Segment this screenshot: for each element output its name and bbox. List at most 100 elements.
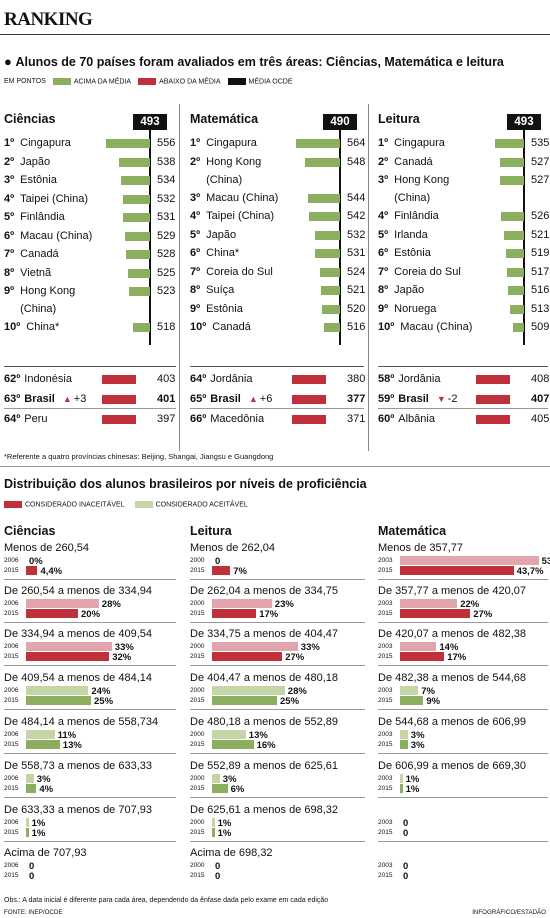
level-percent: 17% xyxy=(259,608,279,620)
rank-label: 6º xyxy=(4,229,15,242)
level-bar xyxy=(26,730,55,739)
ranking-row: 6º China* xyxy=(190,244,239,262)
bottom-separator xyxy=(4,366,176,367)
ocde-average-badge: 493 xyxy=(133,114,167,130)
level-label: De 558,73 a menos de 633,33 xyxy=(4,760,153,772)
level-percent: 0 xyxy=(29,860,35,872)
legend-swatch-acceptable xyxy=(134,501,153,508)
panel-title: Leitura xyxy=(378,112,420,126)
year-label: 2015 xyxy=(378,653,393,660)
ranking-panel-matemática: Matemática 490 1º Cingapura 564 2º Hong Kong (… xyxy=(190,104,366,451)
year-label: 2015 xyxy=(4,697,19,704)
level-label: De 633,33 a menos de 707,93 xyxy=(4,804,153,816)
score-bar xyxy=(500,157,524,167)
rank-label: 10º xyxy=(190,321,207,333)
level-bar xyxy=(400,566,514,575)
ranking-row-bottom: 58º Jordânia xyxy=(378,370,440,388)
level-label: De 262,04 a menos de 334,75 xyxy=(190,585,339,597)
rank-label: 8º xyxy=(4,266,15,279)
level-label: De 334,75 a menos de 404,47 xyxy=(190,628,339,640)
score-value: 531 xyxy=(157,211,176,223)
ocde-average-line xyxy=(149,130,151,345)
year-label: 2015 xyxy=(4,610,19,617)
rank-label: 5º xyxy=(4,211,15,223)
rank-label: 64º xyxy=(190,373,207,385)
level-label: De 334,94 a menos de 409,54 xyxy=(4,628,153,640)
bullet-icon: ● xyxy=(4,54,16,69)
score-value: 521 xyxy=(347,284,366,296)
ranking-row: 1º Cingapura xyxy=(378,134,445,152)
rank-label: 65º xyxy=(190,393,207,405)
legend-avg: MÉDIA OCDE xyxy=(227,78,293,85)
year-label: 2015 xyxy=(378,697,393,704)
level-bar xyxy=(26,642,112,651)
headline: ● Alunos de 70 países foram avaliados em… xyxy=(4,54,504,69)
score-bar xyxy=(132,323,150,332)
country-name: Hong Kong (China) xyxy=(206,155,262,186)
distribution-title: Distribuição dos alunos brasileiros por … xyxy=(4,477,367,491)
score-value: 520 xyxy=(347,302,366,315)
level-separator xyxy=(4,665,176,666)
level-bar xyxy=(400,686,419,695)
score-value: 519 xyxy=(531,247,550,259)
rank-label: 1º xyxy=(4,137,15,149)
rank-label: 3º xyxy=(4,174,15,186)
score-value: 408 xyxy=(531,373,550,385)
country-name: Vietnã xyxy=(20,266,52,279)
country-name: Jordânia xyxy=(398,373,441,385)
level-bar xyxy=(26,696,91,705)
legend-unacceptable-label: CONSIDERADO INACEITÁVEL xyxy=(25,501,125,509)
year-label: 2006 xyxy=(4,557,19,564)
level-bar xyxy=(26,774,34,783)
score-bar xyxy=(121,176,150,185)
year-label: 2003 xyxy=(378,775,393,782)
level-bar xyxy=(212,818,215,827)
country-name: Brasil xyxy=(24,393,55,405)
level-separator xyxy=(4,709,176,710)
level-separator xyxy=(378,841,548,842)
level-separator xyxy=(378,579,548,580)
level-label: De 606,99 a menos de 669,30 xyxy=(378,760,527,772)
ranking-row: 1º Cingapura xyxy=(4,134,71,152)
ranking-row-bottom: 60º Albânia xyxy=(378,410,435,428)
level-bar xyxy=(400,609,471,618)
rank-label: 2º xyxy=(190,155,201,168)
level-bar xyxy=(26,740,60,749)
level-percent: 3% xyxy=(36,773,51,785)
year-label: 2000 xyxy=(190,643,205,650)
level-label: De 420,07 a menos de 482,38 xyxy=(378,628,527,640)
level-separator xyxy=(190,622,365,623)
level-percent: 23% xyxy=(274,598,294,610)
level-bar xyxy=(212,609,257,618)
ranking-row: 3º Estônia xyxy=(4,171,57,189)
rank-label: 5º xyxy=(378,228,389,241)
level-separator xyxy=(190,579,365,580)
ocde-average-line xyxy=(339,130,341,345)
rank-label: 9º xyxy=(190,302,201,315)
level-percent: 1% xyxy=(405,773,420,785)
country-name: Canadá xyxy=(212,321,251,333)
ranking-row: 5º Japão xyxy=(190,226,236,244)
year-label: 2015 xyxy=(4,829,19,836)
level-percent: 28% xyxy=(101,598,121,610)
rank-label: 66º xyxy=(190,413,207,425)
level-percent: 0 xyxy=(215,860,221,872)
level-bar xyxy=(400,599,458,608)
ranking-row: 10º Canadá xyxy=(190,318,251,336)
score-value: 403 xyxy=(157,373,176,385)
country-name: Peru xyxy=(24,413,48,425)
year-label: 2015 xyxy=(378,785,393,792)
rank-label: 7º xyxy=(378,265,389,278)
legend-acceptable-label: CONSIDERADO ACEITÁVEL xyxy=(155,501,248,509)
score-value: 529 xyxy=(157,229,176,242)
ranking-row: 5º Irlanda xyxy=(378,226,428,244)
year-label: 2015 xyxy=(378,610,393,617)
year-label: 2000 xyxy=(190,557,205,564)
arrow-up-icon: ▲ xyxy=(62,394,72,404)
country-name: Hong Kong (China) xyxy=(394,174,450,204)
legend-unacceptable: CONSIDERADO INACEITÁVEL xyxy=(4,501,125,508)
country-name: Brasil xyxy=(398,393,429,405)
score-value: 397 xyxy=(157,413,176,425)
ranking-row-bottom: 62º Indonésia xyxy=(4,370,72,388)
column-title: Ciências xyxy=(4,524,56,538)
